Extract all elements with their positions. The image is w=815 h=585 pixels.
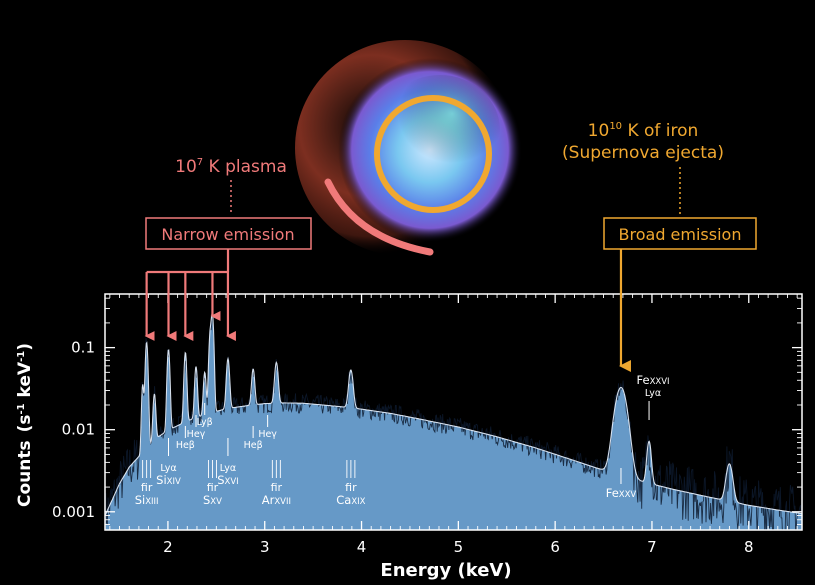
- s-xvi-label: SXVI: [217, 473, 238, 487]
- fir-label: fir: [141, 481, 153, 494]
- plasma-label: 107 K plasma: [175, 157, 287, 177]
- line-labels: firSiXIIILyαSiXIVHeβHeγLyβfirSXVLyαSXVIH…: [135, 373, 670, 507]
- fir-label: fir: [271, 481, 283, 494]
- x-axis-label: Energy (keV): [380, 560, 511, 581]
- fir-label: fir: [207, 481, 219, 494]
- x-tick-label: 5: [454, 538, 464, 556]
- ar-xvii-label: ArXVII: [262, 493, 291, 507]
- y-tick-label: 0.01: [62, 421, 95, 439]
- broad-emission-label: Broad emission: [619, 225, 742, 244]
- y-tick-label: 0.1: [71, 339, 95, 357]
- si-hey-tag: Heγ: [187, 429, 206, 440]
- plot-area: 2 3 4 5 6 7 80.0010.010.1firSiXIIILyαSiXIVHeβH…: [52, 293, 803, 556]
- s-hey-tag: Heγ: [258, 429, 277, 440]
- spectrum-area: [105, 313, 802, 530]
- x-tick-label: 4: [357, 538, 367, 556]
- si-xiv-label: SiXIV: [156, 473, 181, 487]
- x-tick-label: 7: [647, 538, 657, 556]
- y-axis-label: Counts(s-1 keV-1): [15, 343, 35, 507]
- fe-xxvi-tag: Lyα: [645, 388, 661, 399]
- iron-ejecta-circle: [374, 95, 492, 213]
- y-tick-label: 0.001: [52, 503, 95, 521]
- x-tick-label: 8: [744, 538, 754, 556]
- ca-xix-label: CaXIX: [336, 493, 365, 507]
- si-lyb-tag: Lyβ: [197, 417, 213, 428]
- si-xiii-label: SiXIII: [135, 493, 159, 507]
- fe-xxv-label: FeXXV: [606, 486, 637, 500]
- iron-sublabel: (Supernova ejecta): [562, 143, 724, 163]
- fir-label: fir: [345, 481, 357, 494]
- spectrum-series: [105, 306, 802, 530]
- si-heb-tag: Heβ: [176, 440, 195, 451]
- si-xiv-tag: Lyα: [160, 463, 176, 474]
- spectrum-data: [105, 306, 802, 530]
- x-tick-label: 6: [550, 538, 560, 556]
- iron-annotation: 1010 K of iron (Supernova ejecta) Broad …: [562, 121, 757, 250]
- x-tick-label: 2: [163, 538, 173, 556]
- narrow-emission-label: Narrow emission: [161, 225, 294, 244]
- spectrum-model-line: [105, 312, 802, 516]
- iron-label: 1010 K of iron: [588, 121, 699, 141]
- fe-xxvi-label: FeXXVI: [637, 373, 670, 387]
- s-xvi-tag: Lyα: [220, 463, 236, 474]
- plasma-arc: [324, 178, 434, 256]
- x-tick-label: 3: [260, 538, 270, 556]
- svg-text:Counts(s-1 keV-1): Counts(s-1 keV-1): [15, 343, 35, 507]
- annotation-arrows: [144, 249, 631, 372]
- plot-frame: [104, 293, 803, 531]
- broad-emission-box: [603, 217, 757, 250]
- plasma-annotation: 107 K plasma Narrow emission: [145, 157, 312, 250]
- s-heb-tag: Heβ: [244, 440, 263, 451]
- supernova-remnant-image: [295, 40, 522, 256]
- s-xv-label: SXV: [203, 493, 222, 507]
